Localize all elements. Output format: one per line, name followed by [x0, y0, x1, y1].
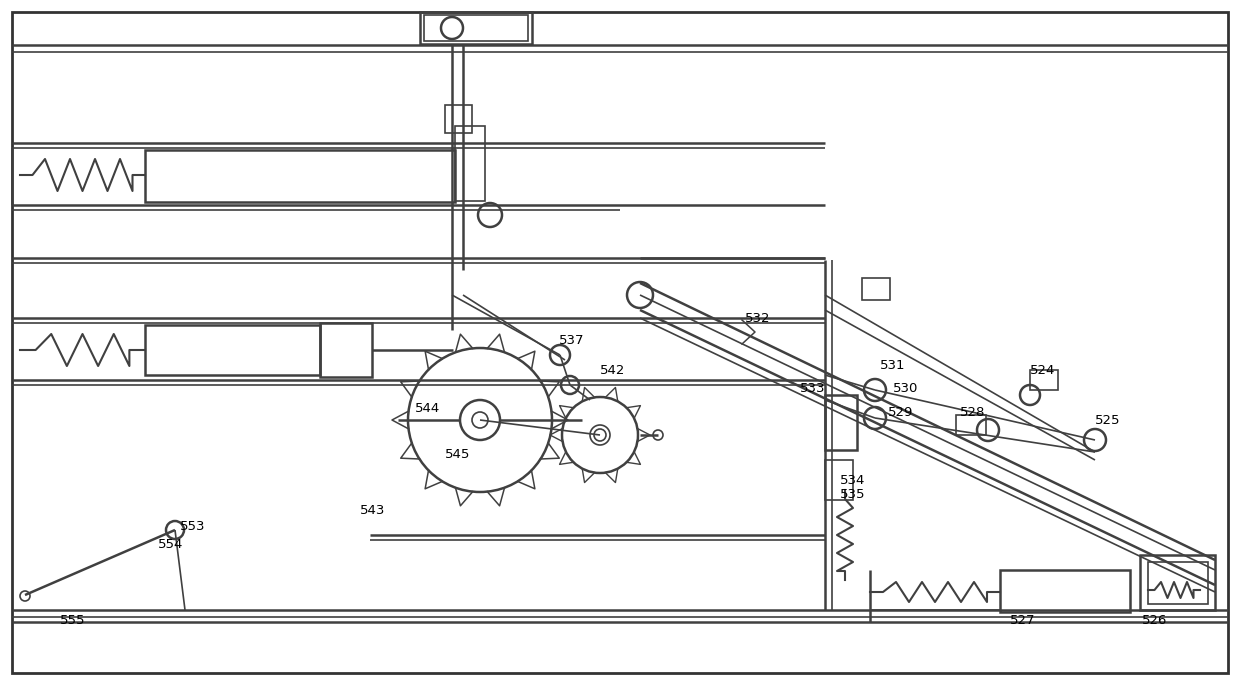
Text: 527: 527 [1011, 614, 1035, 627]
Text: 555: 555 [60, 614, 86, 627]
Text: 528: 528 [960, 406, 986, 419]
Text: 533: 533 [800, 382, 826, 395]
Text: 537: 537 [559, 334, 584, 347]
Bar [445, 105, 472, 133]
Text: 530: 530 [893, 382, 919, 395]
Text: 542: 542 [600, 364, 625, 377]
Text: 545: 545 [445, 449, 470, 462]
Text: 532: 532 [745, 312, 770, 325]
Text: 529: 529 [888, 406, 914, 419]
Text: 554: 554 [157, 538, 184, 551]
Bar [825, 460, 853, 500]
Bar [145, 325, 320, 375]
Bar [1140, 555, 1215, 610]
Text: 534: 534 [839, 473, 866, 486]
Bar [1030, 370, 1058, 390]
Text: 535: 535 [839, 488, 866, 501]
Bar [825, 395, 857, 450]
Bar [424, 15, 528, 41]
Text: 543: 543 [360, 503, 386, 516]
Bar [1148, 562, 1208, 604]
Bar [320, 323, 372, 377]
Text: 525: 525 [1095, 414, 1121, 427]
Bar [956, 415, 986, 435]
Text: 531: 531 [880, 358, 905, 371]
Bar [420, 12, 532, 44]
Bar [455, 126, 485, 201]
Bar [999, 570, 1130, 612]
Text: 524: 524 [1030, 364, 1055, 377]
Bar [145, 150, 455, 202]
Bar [862, 278, 890, 300]
Text: 526: 526 [1142, 614, 1167, 627]
Text: 544: 544 [415, 401, 440, 414]
Text: 553: 553 [180, 521, 206, 534]
